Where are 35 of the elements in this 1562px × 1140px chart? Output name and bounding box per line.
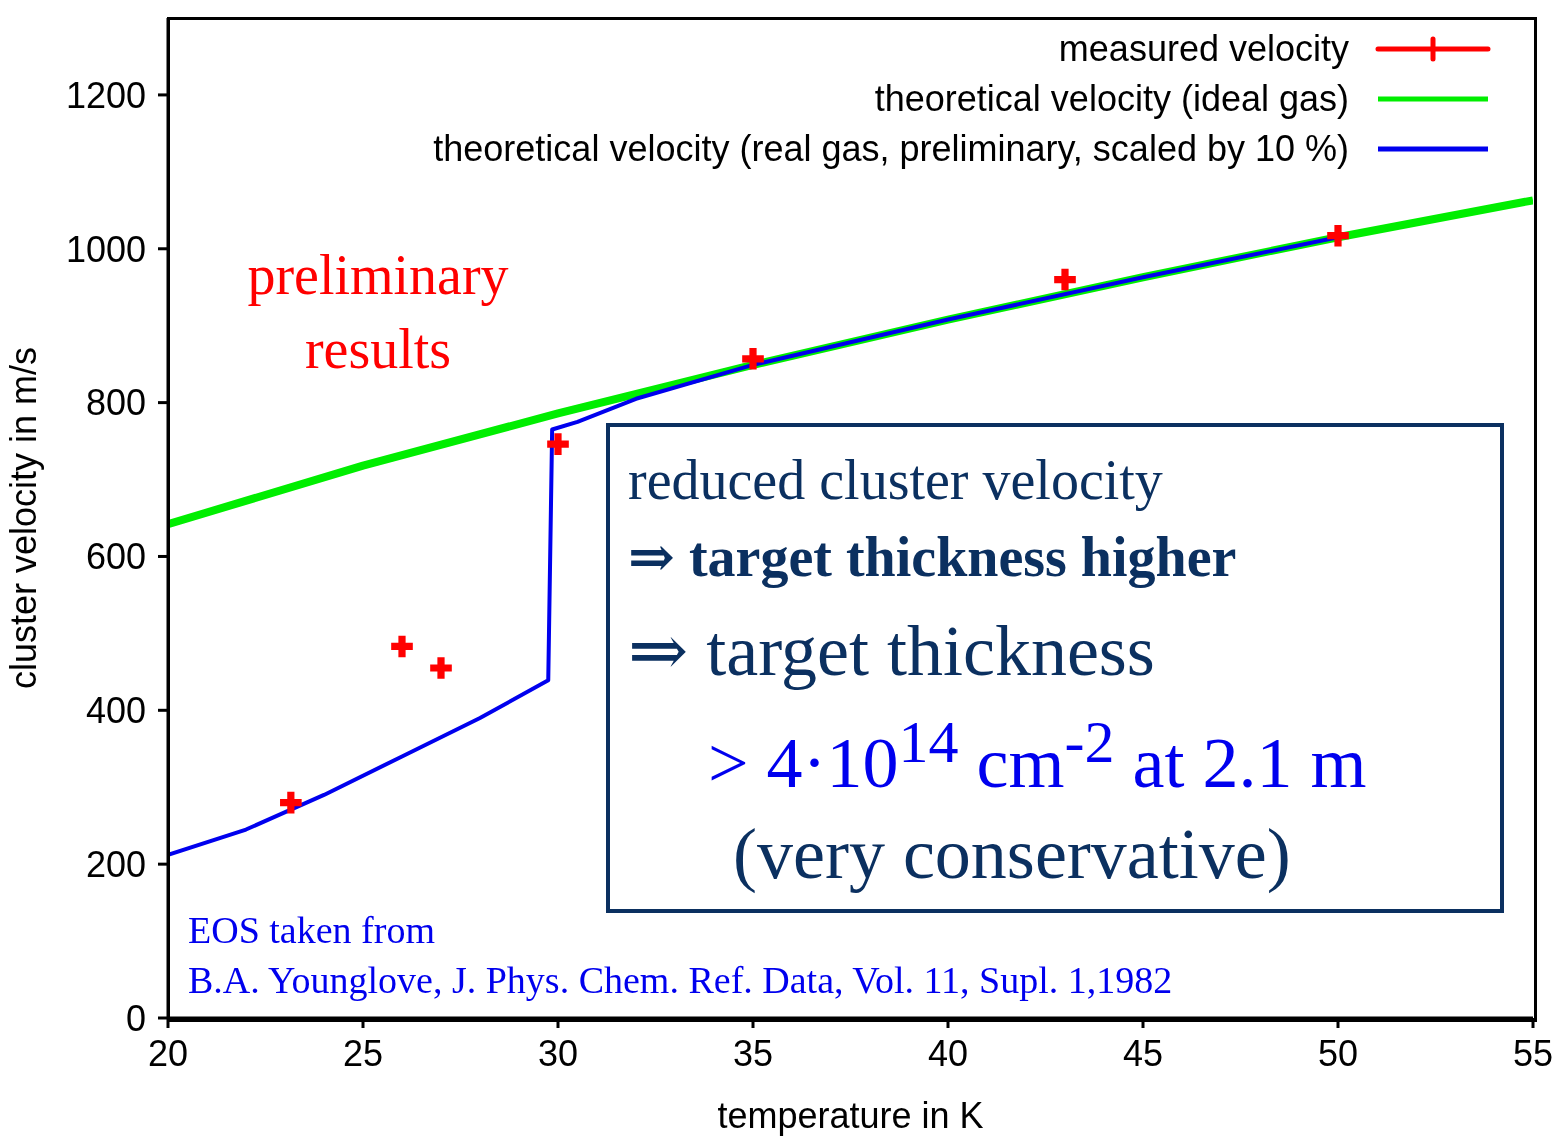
annotation: preliminary results bbox=[246, 243, 510, 382]
annotation: B.A. Younglove, J. Phys. Chem. Ref. Data, Vol. 11, Supl. 1,1982 bbox=[188, 958, 1173, 1002]
legend-label: theoretical velocity (ideal gas) bbox=[874, 78, 1349, 120]
point bbox=[742, 347, 764, 370]
x-tick-label: 55 bbox=[1512, 1032, 1554, 1074]
x-tick-label: 25 bbox=[342, 1032, 384, 1074]
y-tick-label: 1200 bbox=[65, 74, 146, 116]
legend-label: measured velocity bbox=[1058, 28, 1349, 70]
y-tick-label: 600 bbox=[85, 536, 146, 578]
y-axis-title: cluster velocity in m/s bbox=[2, 346, 44, 690]
legend-label: theoretical velocity (real gas, preliminary, scaled by 10 %) bbox=[433, 128, 1349, 170]
x-tick-label: 50 bbox=[1317, 1032, 1359, 1074]
y-tick-label: 200 bbox=[85, 843, 146, 885]
annotation: ⇒ target thickness higher bbox=[628, 525, 1237, 589]
x-tick-label: 40 bbox=[927, 1032, 969, 1074]
point bbox=[430, 657, 452, 679]
annotation: > 4·10$^{14}$ cm$^{-2}$ at 2.1 m bbox=[708, 708, 1367, 805]
y-tick-label: 1000 bbox=[65, 228, 146, 270]
x-tick-label: 35 bbox=[732, 1032, 774, 1074]
x-tick-label: 45 bbox=[1122, 1032, 1164, 1074]
x-axis-title: temperature in K bbox=[717, 1095, 984, 1136]
y-tick-label: 0 bbox=[125, 997, 146, 1039]
annotation: (very conservative) bbox=[733, 813, 1291, 896]
point bbox=[391, 635, 413, 658]
y-tick-label: 800 bbox=[85, 382, 146, 424]
x-tick-label: 30 bbox=[537, 1032, 579, 1074]
x-tick-label: 20 bbox=[147, 1032, 189, 1074]
point bbox=[1327, 224, 1349, 247]
point bbox=[280, 791, 302, 814]
annotation: reduced cluster velocity bbox=[628, 448, 1163, 512]
point bbox=[1054, 268, 1076, 291]
annotation: ⇒ target thickness bbox=[628, 610, 1155, 693]
point bbox=[547, 433, 569, 455]
annotation: EOS taken from bbox=[188, 908, 435, 952]
y-tick-label: 400 bbox=[85, 690, 146, 732]
